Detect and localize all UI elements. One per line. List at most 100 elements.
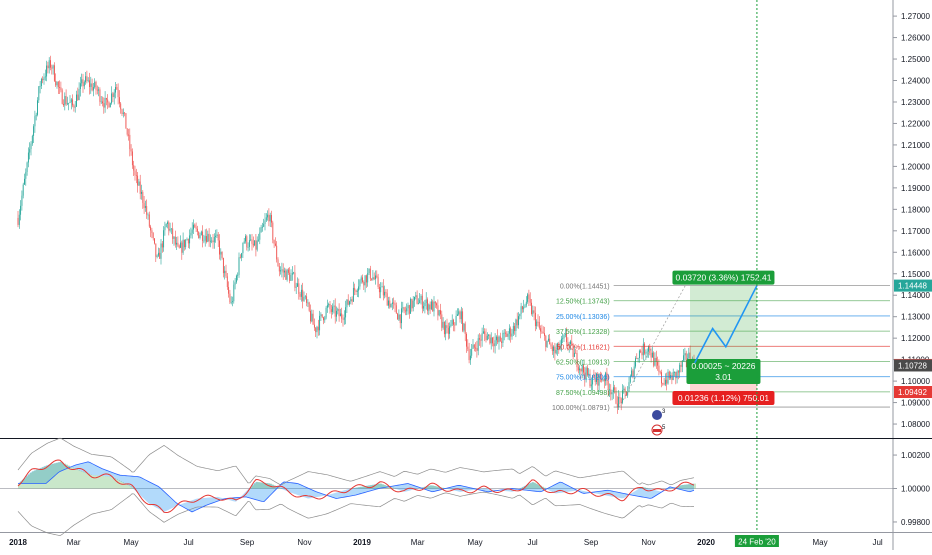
candle-body	[349, 301, 350, 304]
osc-positive-fill	[58, 462, 60, 488]
osc-positive-fill	[32, 471, 34, 488]
candle-body	[274, 240, 275, 244]
candle-body	[469, 349, 470, 360]
price-scale-label-text: 1.10728	[898, 361, 927, 370]
y-tick-label: 1.19000	[901, 184, 930, 193]
candle-body	[574, 353, 575, 357]
candle-body	[142, 192, 143, 203]
candle-body	[168, 222, 169, 231]
candle-body	[67, 103, 68, 104]
osc-positive-fill	[694, 484, 696, 489]
candle-body	[214, 237, 215, 242]
candle-body	[440, 310, 441, 314]
candle-body	[148, 215, 149, 216]
price-scale-label: 1.14448	[894, 280, 932, 292]
candle-body	[20, 206, 21, 215]
candle	[198, 231, 199, 238]
candle-body	[629, 382, 630, 391]
candle	[462, 308, 463, 332]
candle-body	[636, 358, 637, 359]
candle-body	[60, 87, 61, 90]
candle-body	[688, 353, 689, 359]
candle-body	[90, 83, 91, 87]
candle-body	[530, 299, 531, 303]
osc-positive-fill	[356, 488, 358, 489]
candle-body	[119, 97, 120, 103]
candle-body	[319, 316, 320, 330]
candle-body	[388, 301, 389, 306]
osc-positive-fill	[82, 472, 84, 489]
osc-positive-fill	[392, 488, 394, 489]
osc-positive-fill	[50, 464, 52, 488]
candle	[547, 341, 548, 348]
candle-body	[222, 252, 223, 258]
candle-body	[262, 227, 263, 228]
candle-body	[66, 96, 67, 104]
candle-body	[419, 300, 420, 303]
candle-body	[252, 239, 253, 243]
candle-body	[375, 276, 376, 280]
candle-body	[137, 176, 138, 186]
y-tick-label: 1.08000	[901, 420, 930, 429]
candle-body	[625, 389, 626, 392]
candle-body	[393, 303, 394, 304]
candle	[125, 113, 126, 129]
candle-body	[631, 371, 632, 376]
candle-body	[223, 258, 224, 273]
candle-body	[184, 240, 185, 247]
osc-positive-fill	[76, 469, 78, 488]
candle-body	[449, 326, 450, 334]
candle-body	[205, 236, 206, 241]
candle-body	[320, 314, 321, 316]
candle-body	[447, 325, 448, 328]
candle-body	[623, 389, 624, 391]
candle-body	[492, 338, 493, 344]
candle-body	[666, 380, 667, 384]
candle-body	[33, 126, 34, 136]
osc-positive-fill	[644, 487, 646, 488]
candle-body	[190, 233, 191, 236]
candle-body	[25, 172, 26, 179]
osc-positive-fill	[126, 484, 128, 488]
candle-body	[270, 215, 271, 221]
candle-body	[369, 269, 370, 273]
candle-body	[72, 100, 73, 106]
candle-body	[322, 314, 323, 317]
highlight-date-badge: 24 Feb '20	[735, 535, 779, 547]
candle-body	[188, 239, 189, 243]
candle-body	[326, 308, 327, 318]
candle-body	[209, 234, 210, 241]
candle-body	[112, 93, 113, 97]
candle-body	[197, 229, 198, 232]
candle-body	[363, 282, 364, 285]
osc-positive-fill	[646, 488, 648, 489]
candle-body	[414, 297, 415, 301]
candle-body	[677, 371, 678, 378]
osc-positive-fill	[362, 487, 364, 489]
candle-body	[59, 87, 60, 88]
candle-body	[618, 397, 619, 407]
osc-positive-fill	[60, 462, 62, 489]
osc-positive-fill	[688, 484, 690, 488]
candle-body	[132, 151, 133, 165]
candle-body	[512, 334, 513, 337]
candle-body	[423, 306, 424, 308]
candle-body	[497, 337, 498, 343]
candle-body	[535, 313, 536, 326]
candle-body	[241, 253, 242, 257]
candle-body	[348, 299, 349, 304]
candle-body	[466, 334, 467, 347]
candle-body	[42, 79, 43, 80]
candle-body	[170, 229, 171, 231]
fib-level-label: 37.50%(1.12328)	[556, 329, 610, 336]
candle-body	[392, 303, 393, 305]
osc-positive-fill	[528, 484, 530, 488]
candle-body	[55, 81, 56, 85]
candle-body	[146, 206, 147, 215]
candle-body	[344, 317, 345, 319]
candle	[489, 334, 490, 344]
osc-positive-fill	[74, 469, 76, 489]
candle-body	[343, 319, 344, 320]
